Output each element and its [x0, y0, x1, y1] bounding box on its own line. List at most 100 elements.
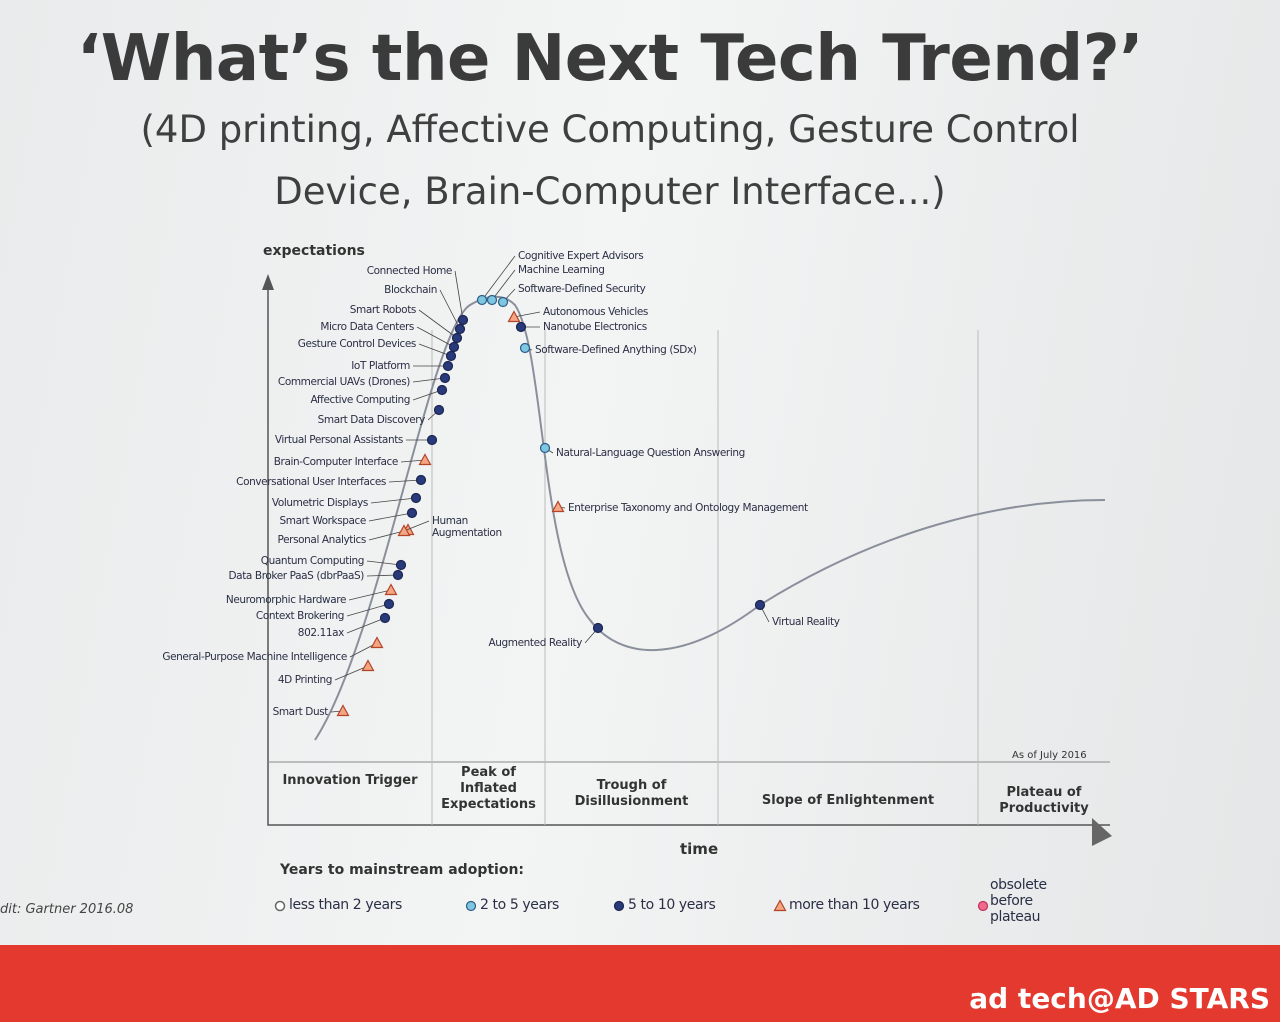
axes	[267, 280, 1110, 826]
x-arrow	[1092, 818, 1112, 846]
tech-label: Smart Robots	[349, 304, 417, 316]
leader	[418, 309, 458, 339]
marker	[515, 321, 527, 333]
phase-label: Peak of Inflated Expectations	[441, 765, 536, 812]
leader	[412, 377, 446, 383]
marker	[442, 360, 454, 372]
title: ‘What’s the Next Tech Trend?’	[76, 22, 1144, 96]
leader	[388, 479, 422, 483]
marker	[384, 583, 398, 596]
tech-label: Cognitive Expert Advisors	[518, 250, 644, 262]
leader	[346, 603, 390, 617]
marker	[977, 900, 989, 912]
tech-label: IoT Platform	[351, 360, 410, 372]
marker	[507, 310, 521, 323]
tech-label: Software-Defined Security	[518, 283, 646, 295]
tech-label: Natural-Language Question Answering	[556, 447, 745, 459]
leader	[481, 255, 516, 301]
marker	[361, 659, 375, 672]
y-axis-label: expectations	[263, 243, 365, 259]
marker	[773, 899, 787, 912]
marker	[433, 404, 445, 416]
tech-label: Augmented Reality	[488, 637, 582, 649]
marker	[592, 622, 604, 634]
x-axis-label: time	[680, 840, 719, 858]
marker	[497, 296, 509, 308]
marker	[551, 500, 565, 513]
tech-label: Blockchain	[384, 284, 437, 296]
tech-label: Virtual Reality	[772, 616, 840, 628]
tech-label: Nanotube Electronics	[543, 321, 647, 333]
tech-label: Brain-Computer Interface	[273, 456, 399, 468]
leader	[370, 497, 417, 504]
marker	[397, 524, 411, 537]
tech-label: Volumetric Displays	[271, 497, 368, 509]
marker	[519, 342, 531, 354]
marker	[613, 900, 625, 912]
phase-dividers	[431, 330, 979, 825]
tech-label: 4D Printing	[277, 674, 332, 686]
tech-label: 802.11ax	[297, 627, 345, 639]
marker	[410, 492, 422, 504]
phase-label: Innovation Trigger	[282, 773, 418, 788]
tech-label: Gesture Control Devices	[297, 338, 417, 350]
tech-label: Smart Data Discovery	[317, 414, 426, 426]
tech-label: Smart Workspace	[279, 515, 367, 527]
legend-item: more than 10 years	[789, 897, 920, 913]
leader	[403, 520, 430, 532]
legend-item: less than 2 years	[289, 897, 402, 913]
tech-label: Software-Defined Anything (SDx)	[535, 344, 697, 356]
marker	[336, 704, 350, 717]
legend-item: 2 to 5 years	[480, 897, 559, 913]
leader	[416, 326, 455, 348]
marker	[754, 599, 766, 611]
y-arrow	[262, 274, 274, 290]
leader	[334, 665, 369, 681]
tech-label: Micro Data Centers	[320, 321, 414, 333]
marker	[426, 434, 438, 446]
leader	[491, 269, 516, 301]
leader	[346, 617, 386, 634]
leader	[368, 512, 413, 522]
leader	[348, 589, 392, 601]
leader	[412, 389, 443, 401]
tech-label: Quantum Computing	[260, 555, 365, 567]
tech-label: Machine Learning	[518, 264, 605, 276]
tech-label: Data Broker PaaS (dbrPaaS)	[228, 570, 364, 582]
marker	[383, 598, 395, 610]
marker	[486, 294, 498, 306]
leader	[418, 343, 452, 357]
leader	[439, 289, 461, 330]
marker	[476, 294, 488, 306]
tech-label: Commercial UAVs (Drones)	[277, 376, 411, 388]
marker	[539, 442, 551, 454]
tech-label: Affective Computing	[310, 394, 410, 406]
subtitle: (4D printing, Affective Computing, Gestu…	[140, 108, 1080, 151]
tech-label: Context Brokering	[255, 610, 345, 622]
leader	[400, 459, 426, 463]
credit: dit: Gartner 2016.08	[0, 902, 134, 917]
tech-label: Conversational User Interfaces	[236, 476, 386, 488]
marker	[439, 372, 451, 384]
marker	[395, 559, 407, 571]
leader	[366, 560, 402, 566]
marker	[448, 341, 460, 353]
subtitle: Device, Brain-Computer Interface...)	[274, 170, 946, 213]
marker	[406, 507, 418, 519]
leader	[366, 574, 399, 577]
tech-label: Neuromorphic Hardware	[225, 594, 346, 606]
tech-label: Smart Dust	[272, 706, 329, 718]
tech-label: Human Augmentation	[432, 515, 502, 539]
brand: ad tech@AD STARS	[969, 982, 1270, 1015]
marker	[418, 453, 432, 466]
marker	[436, 384, 448, 396]
tech-label: Connected Home	[366, 265, 453, 277]
marker	[370, 636, 384, 649]
footer: ad tech@AD STARS	[0, 945, 1280, 1022]
tech-label: Virtual Personal Assistants	[274, 434, 404, 446]
marker	[465, 900, 477, 912]
marker	[392, 569, 404, 581]
phase-label: Plateau of Productivity	[999, 785, 1089, 816]
